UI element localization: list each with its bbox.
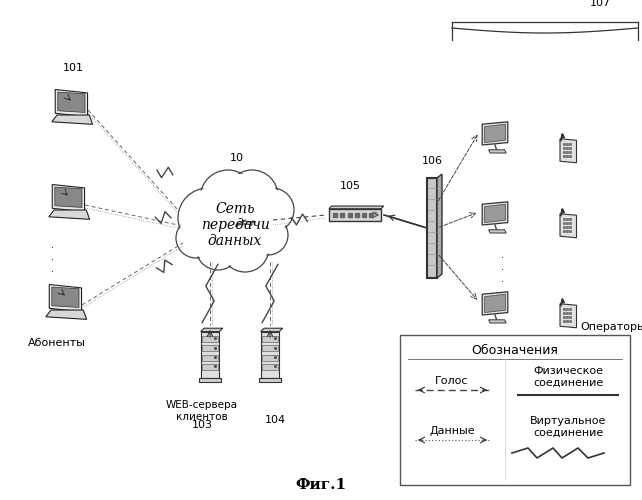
Polygon shape [55,187,82,208]
Text: ·
·
·: · · · [51,244,55,276]
Text: Фиг.1: Фиг.1 [295,478,347,492]
FancyBboxPatch shape [263,354,277,360]
Text: Обозначения: Обозначения [472,344,559,358]
Circle shape [221,224,269,272]
Polygon shape [49,210,90,220]
Polygon shape [485,294,505,312]
Polygon shape [52,287,79,308]
FancyBboxPatch shape [202,336,218,342]
Polygon shape [261,332,279,378]
Text: 104: 104 [265,415,286,425]
Text: 106: 106 [422,156,442,166]
FancyBboxPatch shape [263,336,277,342]
Polygon shape [560,214,577,238]
Text: 101: 101 [63,63,84,73]
Polygon shape [55,90,87,117]
FancyBboxPatch shape [400,335,630,485]
Text: Абоненты: Абоненты [28,338,86,348]
Polygon shape [482,122,508,145]
Text: Данные: Данные [429,426,475,436]
FancyBboxPatch shape [202,354,218,360]
Text: Сеть
передачи
данных: Сеть передачи данных [200,202,270,248]
Text: 103: 103 [191,420,213,430]
Polygon shape [329,206,384,208]
Circle shape [227,172,277,220]
Text: Голос: Голос [435,376,469,386]
Circle shape [250,188,294,232]
Polygon shape [482,292,508,315]
Circle shape [200,170,256,226]
Polygon shape [489,230,506,233]
Polygon shape [482,202,508,225]
Circle shape [202,172,254,224]
Polygon shape [52,115,92,124]
Text: 10: 10 [230,153,244,163]
Polygon shape [560,138,577,163]
Polygon shape [199,378,221,382]
Circle shape [177,220,214,256]
Polygon shape [489,150,506,153]
Polygon shape [201,332,220,378]
Text: 107: 107 [589,0,611,8]
Circle shape [198,228,238,268]
Circle shape [178,188,238,248]
Circle shape [223,226,268,270]
Text: Физическое
соединение: Физическое соединение [533,366,603,388]
Circle shape [226,170,278,222]
Circle shape [176,218,216,258]
Polygon shape [437,174,442,278]
Polygon shape [489,320,506,323]
Polygon shape [46,310,87,320]
Circle shape [252,190,293,230]
Text: 105: 105 [340,181,361,191]
FancyBboxPatch shape [202,364,218,370]
FancyBboxPatch shape [427,178,437,278]
Circle shape [180,190,236,246]
Polygon shape [560,304,577,328]
Polygon shape [49,284,82,312]
Text: WEB-сервера
клиентов: WEB-сервера клиентов [166,400,238,421]
FancyBboxPatch shape [263,364,277,370]
Polygon shape [201,328,223,332]
Text: Операторы: Операторы [580,322,642,332]
Polygon shape [52,184,85,212]
Circle shape [248,215,288,255]
Polygon shape [485,204,505,223]
FancyBboxPatch shape [329,208,381,222]
Polygon shape [485,124,505,142]
Circle shape [250,216,286,254]
Polygon shape [259,378,281,382]
FancyBboxPatch shape [202,345,218,351]
Circle shape [196,226,240,270]
Polygon shape [261,328,282,332]
Text: ·
·
·: · · · [501,254,505,286]
Text: Виртуальное
соединение: Виртуальное соединение [530,416,606,438]
Polygon shape [58,92,85,112]
FancyBboxPatch shape [263,345,277,351]
